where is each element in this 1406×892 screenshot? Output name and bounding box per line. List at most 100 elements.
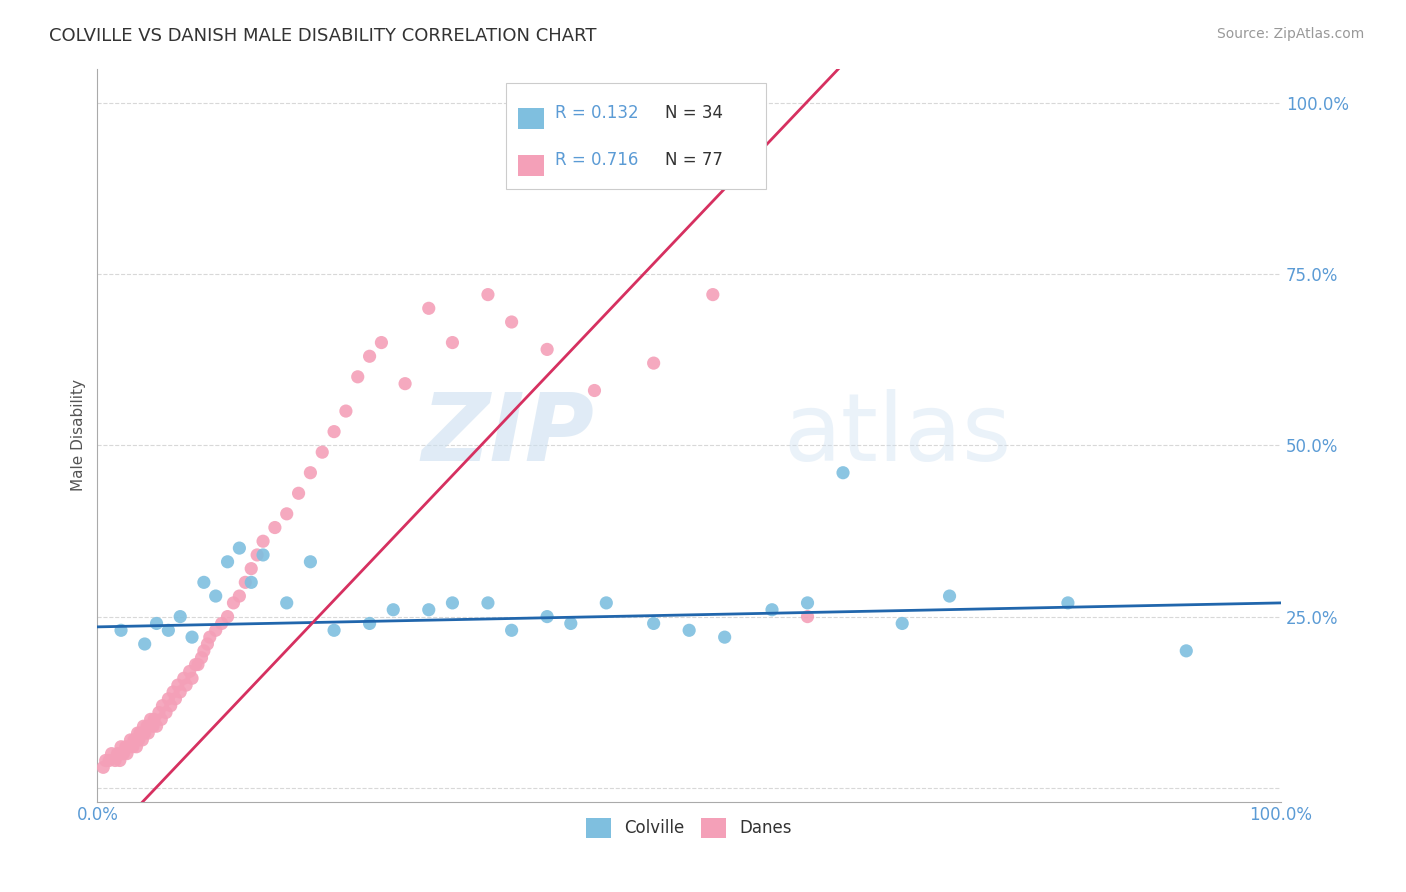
Point bbox=[217, 609, 239, 624]
Point bbox=[165, 691, 187, 706]
Point bbox=[536, 609, 558, 624]
Point bbox=[323, 425, 346, 439]
Point bbox=[110, 739, 132, 754]
Point bbox=[108, 754, 131, 768]
Point bbox=[713, 630, 735, 644]
Point bbox=[115, 747, 138, 761]
Point bbox=[127, 726, 149, 740]
Point bbox=[190, 650, 212, 665]
Point bbox=[252, 534, 274, 549]
Point bbox=[174, 678, 197, 692]
Point bbox=[501, 624, 523, 638]
Point bbox=[796, 596, 818, 610]
Point bbox=[94, 754, 117, 768]
Point bbox=[139, 712, 162, 726]
Point bbox=[155, 706, 177, 720]
Point bbox=[198, 630, 221, 644]
Point bbox=[122, 733, 145, 747]
Point bbox=[118, 739, 141, 754]
Point bbox=[1057, 596, 1080, 610]
Text: atlas: atlas bbox=[783, 389, 1012, 481]
Point bbox=[120, 733, 142, 747]
Point bbox=[162, 685, 184, 699]
Point bbox=[382, 603, 405, 617]
Point bbox=[181, 671, 204, 685]
Point bbox=[181, 630, 204, 644]
Text: R = 0.132: R = 0.132 bbox=[555, 104, 640, 122]
Point bbox=[287, 486, 309, 500]
Point bbox=[583, 384, 606, 398]
Point bbox=[441, 596, 464, 610]
FancyBboxPatch shape bbox=[517, 155, 544, 177]
Point bbox=[264, 520, 287, 534]
Point bbox=[891, 616, 914, 631]
Point bbox=[131, 733, 153, 747]
Point bbox=[595, 596, 617, 610]
Point bbox=[1175, 644, 1198, 658]
Point bbox=[346, 369, 368, 384]
Point bbox=[152, 698, 174, 713]
Point bbox=[169, 609, 191, 624]
Point bbox=[560, 616, 582, 631]
Point bbox=[112, 747, 135, 761]
Point bbox=[110, 624, 132, 638]
Point bbox=[125, 739, 148, 754]
Y-axis label: Male Disability: Male Disability bbox=[72, 379, 86, 491]
FancyBboxPatch shape bbox=[517, 109, 544, 129]
Legend: Colville, Danes: Colville, Danes bbox=[579, 811, 799, 845]
Point bbox=[370, 335, 392, 350]
Point bbox=[187, 657, 209, 672]
Point bbox=[157, 624, 180, 638]
Point bbox=[222, 596, 245, 610]
Point bbox=[129, 726, 152, 740]
Point bbox=[938, 589, 960, 603]
Point bbox=[132, 719, 155, 733]
Point bbox=[240, 575, 263, 590]
Point bbox=[150, 712, 173, 726]
Point bbox=[299, 466, 322, 480]
Point bbox=[159, 698, 181, 713]
Point bbox=[107, 747, 129, 761]
Point bbox=[240, 561, 263, 575]
Point bbox=[418, 603, 440, 617]
Point bbox=[796, 609, 818, 624]
Point bbox=[193, 575, 215, 590]
Point bbox=[184, 657, 207, 672]
Point bbox=[134, 637, 156, 651]
Point bbox=[477, 287, 499, 301]
Point bbox=[501, 315, 523, 329]
Point bbox=[145, 616, 167, 631]
Point bbox=[643, 616, 665, 631]
Point bbox=[477, 596, 499, 610]
Point bbox=[702, 287, 724, 301]
Point bbox=[204, 624, 226, 638]
Point bbox=[121, 739, 143, 754]
Point bbox=[359, 349, 381, 363]
Text: N = 77: N = 77 bbox=[665, 151, 723, 169]
FancyBboxPatch shape bbox=[506, 83, 766, 189]
Point bbox=[173, 671, 195, 685]
Point bbox=[252, 548, 274, 562]
Point bbox=[299, 555, 322, 569]
Text: N = 34: N = 34 bbox=[665, 104, 724, 122]
Point bbox=[246, 548, 269, 562]
Point bbox=[211, 616, 233, 631]
Point bbox=[179, 665, 201, 679]
Point bbox=[335, 404, 357, 418]
Point bbox=[394, 376, 416, 391]
Text: R = 0.716: R = 0.716 bbox=[555, 151, 638, 169]
Text: ZIP: ZIP bbox=[422, 389, 595, 481]
Point bbox=[359, 616, 381, 631]
Point bbox=[157, 691, 180, 706]
Point bbox=[166, 678, 188, 692]
Point bbox=[418, 301, 440, 316]
Point bbox=[143, 712, 166, 726]
Point bbox=[100, 747, 122, 761]
Point bbox=[228, 541, 250, 555]
Point bbox=[148, 706, 170, 720]
Point bbox=[204, 589, 226, 603]
Point bbox=[169, 685, 191, 699]
Point bbox=[128, 733, 150, 747]
Point bbox=[193, 644, 215, 658]
Point bbox=[91, 760, 114, 774]
